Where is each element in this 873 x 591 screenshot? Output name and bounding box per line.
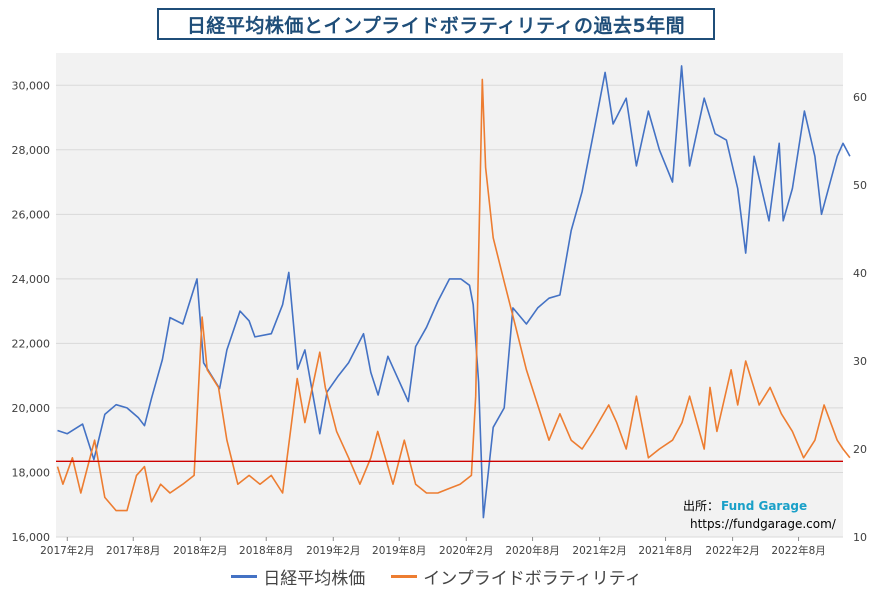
y-left-tick-label: 28,000 — [12, 144, 51, 157]
plot-area — [56, 53, 843, 537]
y-right-tick-label: 40 — [853, 267, 867, 280]
series-iv-line — [56, 78, 851, 512]
x-tick-label: 2019年2月 — [306, 544, 360, 557]
legend-label-iv: インプライドボラティリティ — [423, 568, 642, 589]
legend-swatch-nikkei — [231, 574, 258, 578]
source-name: Fund Garage — [721, 499, 808, 513]
y-right-tick-label: 10 — [853, 531, 867, 544]
y-left-tick-label: 20,000 — [12, 402, 51, 415]
x-tick-label: 2018年2月 — [173, 544, 227, 557]
legend-swatch-iv — [391, 574, 418, 578]
x-tick-label: 2022年8月 — [771, 544, 825, 557]
chart-title: 日経平均株価とインプライドボラティリティの過去5年間 — [157, 8, 715, 40]
x-axis: 2017年2月 2017年8月 2018年2月 2018年8月 2019年2月 2019年… — [40, 537, 826, 557]
source-url: https://fundgarage.com/ — [690, 517, 836, 531]
y-right-tick-label: 50 — [853, 179, 867, 192]
y-right-tick-label: 60 — [853, 91, 867, 104]
x-tick-label: 2020年2月 — [439, 544, 493, 557]
x-tick-label: 2021年8月 — [638, 544, 692, 557]
x-tick-label: 2019年8月 — [372, 544, 426, 557]
x-tick-label: 2022年2月 — [705, 544, 759, 557]
y-left-tick-label: 16,000 — [12, 531, 51, 544]
gridlines — [56, 84, 843, 538]
series-lines — [56, 65, 851, 519]
source-label: 出所： Fund Garage — [683, 497, 807, 514]
x-tick-label: 2018年8月 — [239, 544, 293, 557]
legend: 日経平均株価 インプライドボラティリティ — [0, 563, 873, 589]
y-left-tick-label: 22,000 — [12, 337, 51, 350]
series-nikkei-line — [57, 65, 851, 519]
y-left-tick-label: 24,000 — [12, 273, 51, 286]
source-prefix: 出所： — [683, 499, 720, 513]
y-right-tick-label: 20 — [853, 443, 867, 456]
y-left-tick-label: 30,000 — [12, 79, 51, 92]
x-tick-label: 2017年8月 — [106, 544, 160, 557]
legend-item-nikkei: 日経平均株価 — [231, 564, 365, 589]
x-tick-label: 2021年2月 — [572, 544, 626, 557]
x-tick-label: 2017年2月 — [40, 544, 94, 557]
x-tick-label: 2020年8月 — [505, 544, 559, 557]
y-right-tick-label: 30 — [853, 355, 867, 368]
y-axis-left: 16,000 18,000 20,000 22,000 24,000 26,000 28,0… — [12, 79, 51, 544]
y-axis-right: 10 20 30 40 50 60 — [853, 91, 867, 544]
legend-label-nikkei: 日経平均株価 — [263, 568, 366, 589]
legend-item-iv: インプライドボラティリティ — [391, 564, 642, 589]
y-left-tick-label: 18,000 — [12, 466, 51, 479]
y-left-tick-label: 26,000 — [12, 208, 51, 221]
